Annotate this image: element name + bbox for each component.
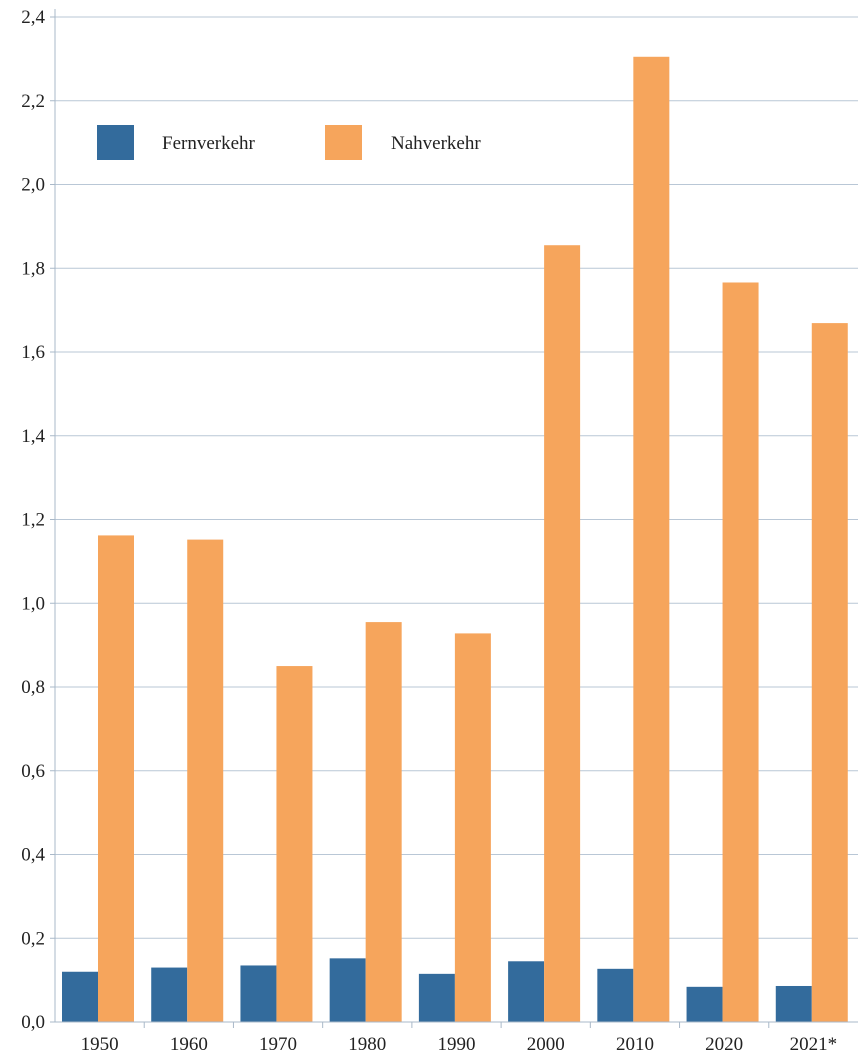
y-tick-label: 2,4 xyxy=(21,7,45,28)
x-tick-label: 2010 xyxy=(616,1034,654,1055)
y-tick-label: 2,0 xyxy=(21,175,45,196)
legend-label-nahverkehr: Nahverkehr xyxy=(391,133,481,154)
x-axis: 1950 1960 1970 1980 1990 2000 2010 2020 2021* xyxy=(54,9,858,1055)
bar-nahverkehr-1960 xyxy=(187,539,224,1022)
x-tick-label: 1980 xyxy=(348,1034,386,1055)
bar-fernverkehr-1970 xyxy=(240,965,277,1022)
legend-label-fernverkehr: Fernverkehr xyxy=(162,133,256,154)
legend: Fernverkehr Nahverkehr xyxy=(97,125,481,160)
bars xyxy=(62,56,848,1022)
bar-nahverkehr-2021* xyxy=(811,323,848,1022)
x-tick-label: 2021* xyxy=(790,1034,838,1055)
y-tick-label: 1,0 xyxy=(21,593,45,614)
bar-fernverkehr-1980 xyxy=(329,958,366,1022)
x-tick-label: 1960 xyxy=(170,1034,208,1055)
bar-fernverkehr-1990 xyxy=(418,973,455,1022)
x-tick-label: 1990 xyxy=(438,1034,476,1055)
bar-nahverkehr-1970 xyxy=(276,666,313,1022)
bar-fernverkehr-1960 xyxy=(151,967,188,1022)
y-tick-label: 1,6 xyxy=(21,342,45,363)
y-tick-label: 2,2 xyxy=(21,91,45,112)
y-tick-label: 0,4 xyxy=(21,845,45,866)
x-tick-label: 2000 xyxy=(527,1034,565,1055)
bar-nahverkehr-2020 xyxy=(722,282,759,1022)
y-tick-label: 0,8 xyxy=(21,677,45,698)
y-tick-label: 1,4 xyxy=(21,426,45,447)
x-tick-label: 1950 xyxy=(81,1034,119,1055)
legend-swatch-nahverkehr xyxy=(325,125,362,160)
y-tick-label: 0,0 xyxy=(21,1012,45,1033)
x-tick-label: 1970 xyxy=(259,1034,297,1055)
bar-nahverkehr-1990 xyxy=(454,633,491,1022)
x-tick-label: 2020 xyxy=(705,1034,743,1055)
y-tick-label: 0,6 xyxy=(21,761,45,782)
bar-fernverkehr-2010 xyxy=(597,968,634,1022)
y-tick-label: 1,2 xyxy=(21,510,45,531)
bar-fernverkehr-2021* xyxy=(775,985,812,1022)
bar-fernverkehr-2020 xyxy=(686,986,723,1022)
bar-nahverkehr-1950 xyxy=(98,535,134,1022)
bar-fernverkehr-2000 xyxy=(508,961,545,1022)
y-tick-label: 1,8 xyxy=(21,258,45,279)
y-tick-label: 0,2 xyxy=(21,928,45,949)
bar-nahverkehr-2010 xyxy=(633,56,670,1022)
bar-nahverkehr-2000 xyxy=(544,245,581,1022)
legend-swatch-fernverkehr xyxy=(97,125,134,160)
bar-nahverkehr-1980 xyxy=(365,622,402,1022)
y-axis-ticks: 0,0 0,2 0,4 0,6 0,8 1,0 1,2 1,4 1,6 1,8 2,0 2,2 2,4 xyxy=(21,7,55,1033)
bar-fernverkehr-1950 xyxy=(62,971,98,1022)
